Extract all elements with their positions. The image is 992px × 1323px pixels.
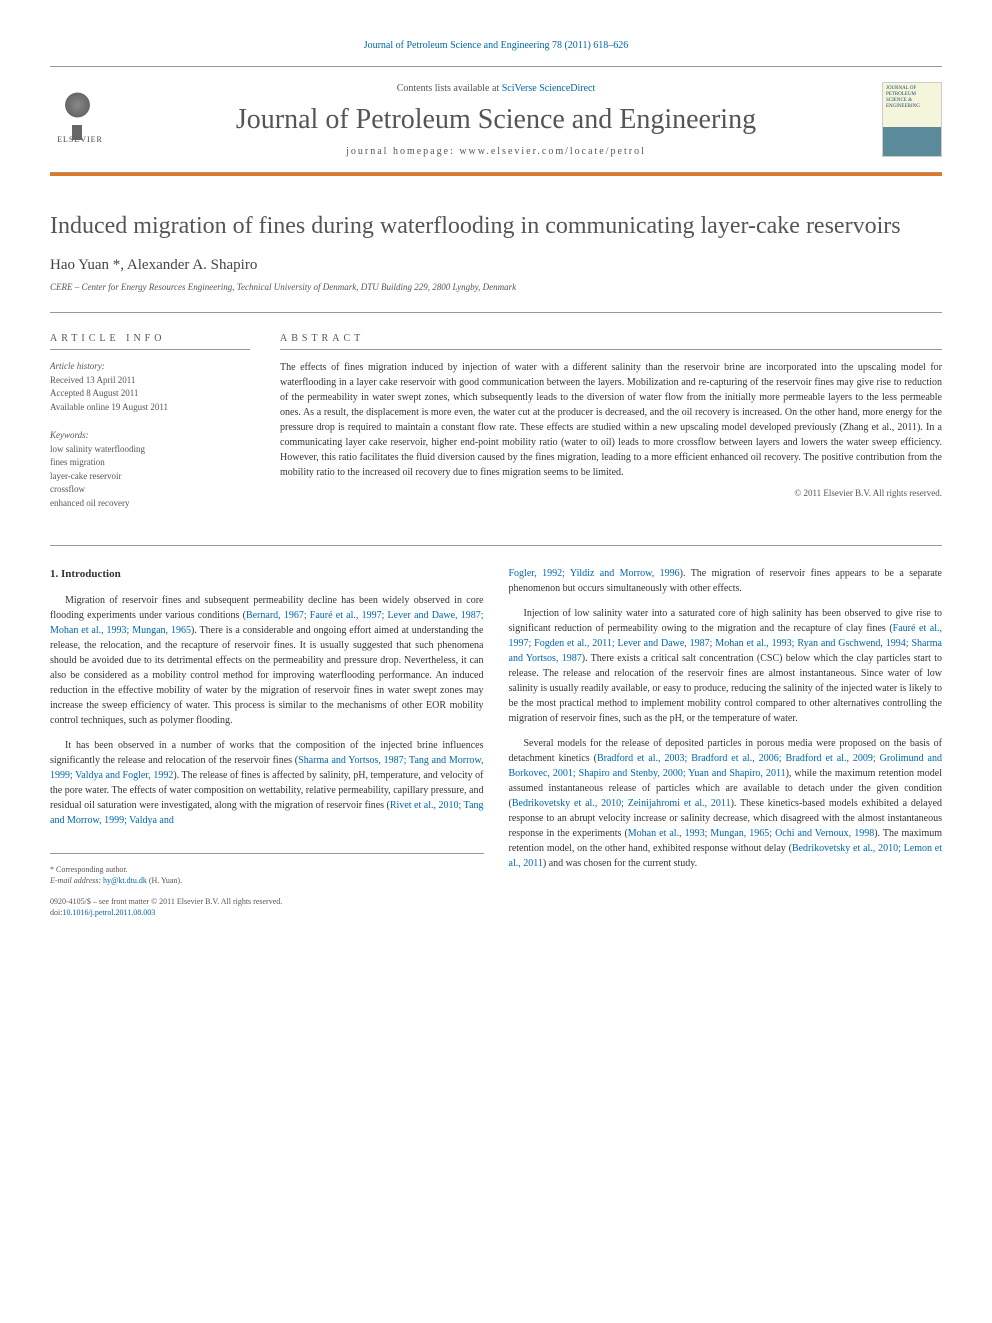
body-text: Injection of low salinity water into a s… — [509, 608, 943, 634]
keyword: crossflow — [50, 483, 250, 497]
email-label: E-mail address: — [50, 876, 103, 885]
keyword: enhanced oil recovery — [50, 497, 250, 511]
received-date: Received 13 April 2011 — [50, 374, 250, 388]
keywords-label: Keywords: — [50, 429, 250, 443]
reference-link[interactable]: Mohan et al., 1993; Mungan, 1965; Ochi a… — [628, 828, 874, 839]
journal-cover-thumbnail: JOURNAL OF PETROLEUM SCIENCE & ENGINEERI… — [882, 82, 942, 157]
corresponding-label: * Corresponding author. — [50, 864, 484, 875]
sciencedirect-link[interactable]: SciVerse ScienceDirect — [502, 83, 596, 94]
body-paragraph: Several models for the release of deposi… — [509, 736, 943, 871]
section-divider — [50, 545, 942, 546]
elsevier-logo: ELSEVIER — [50, 85, 110, 155]
abstract-heading: ABSTRACT — [280, 333, 942, 350]
email-suffix: (H. Yuan). — [147, 876, 182, 885]
history-label: Article history: — [50, 360, 250, 374]
journal-title: Journal of Petroleum Science and Enginee… — [110, 104, 882, 136]
doi-line: doi:10.1016/j.petrol.2011.08.003 — [50, 907, 484, 918]
abstract-panel: ABSTRACT The effects of fines migration … — [280, 333, 942, 525]
corresponding-author: * Corresponding author. E-mail address: … — [50, 864, 484, 886]
keyword: low salinity waterflooding — [50, 443, 250, 457]
body-paragraph: It has been observed in a number of work… — [50, 738, 484, 828]
reference-link[interactable]: Bedrikovetsky et al., 2010; Zeinijahromi… — [512, 798, 731, 809]
contents-line: Contents lists available at SciVerse Sci… — [110, 83, 882, 94]
body-column-left: 1. Introduction Migration of reservoir f… — [50, 566, 484, 918]
body-paragraph: Migration of reservoir fines and subsequ… — [50, 593, 484, 728]
keyword: layer-cake reservoir — [50, 470, 250, 484]
keyword: fines migration — [50, 456, 250, 470]
body-paragraph: Fogler, 1992; Yildiz and Morrow, 1996). … — [509, 566, 943, 596]
doi-link[interactable]: 10.1016/j.petrol.2011.08.003 — [62, 908, 155, 917]
doi-prefix: doi: — [50, 908, 62, 917]
body-columns: 1. Introduction Migration of reservoir f… — [50, 566, 942, 918]
keywords-list: low salinity waterflooding fines migrati… — [50, 443, 250, 511]
body-text: ) and was chosen for the current study. — [543, 858, 697, 869]
article-title: Induced migration of fines during waterf… — [50, 211, 942, 242]
body-text: ). There is a considerable and ongoing e… — [50, 625, 484, 726]
journal-homepage: journal homepage: www.elsevier.com/locat… — [110, 146, 882, 157]
contents-prefix: Contents lists available at — [397, 83, 502, 94]
accepted-date: Accepted 8 August 2011 — [50, 387, 250, 401]
article-info-panel: ARTICLE INFO Article history: Received 1… — [50, 333, 250, 525]
reference-link[interactable]: Fogler, 1992; Yildiz and Morrow, 1996 — [509, 568, 680, 579]
abstract-text: The effects of fines migration induced b… — [280, 360, 942, 480]
abstract-copyright: © 2011 Elsevier B.V. All rights reserved… — [280, 488, 942, 498]
top-citation: Journal of Petroleum Science and Enginee… — [50, 40, 942, 51]
authors-text: Hao Yuan *, Alexander A. Shapiro — [50, 257, 257, 273]
front-matter-line: 0920-4105/$ – see front matter © 2011 El… — [50, 896, 484, 907]
authors: Hao Yuan *, Alexander A. Shapiro — [50, 257, 942, 274]
email-link[interactable]: hy@kt.dtu.dk — [103, 876, 147, 885]
affiliation: CERE – Center for Energy Resources Engin… — [50, 282, 942, 292]
introduction-heading: 1. Introduction — [50, 566, 484, 583]
cover-text: JOURNAL OF PETROLEUM SCIENCE & ENGINEERI… — [883, 83, 941, 113]
article-info-heading: ARTICLE INFO — [50, 333, 250, 350]
footer-section: * Corresponding author. E-mail address: … — [50, 853, 484, 919]
journal-header: ELSEVIER Contents lists available at Sci… — [50, 66, 942, 173]
online-date: Available online 19 August 2011 — [50, 401, 250, 415]
body-column-right: Fogler, 1992; Yildiz and Morrow, 1996). … — [509, 566, 943, 918]
body-paragraph: Injection of low salinity water into a s… — [509, 606, 943, 726]
